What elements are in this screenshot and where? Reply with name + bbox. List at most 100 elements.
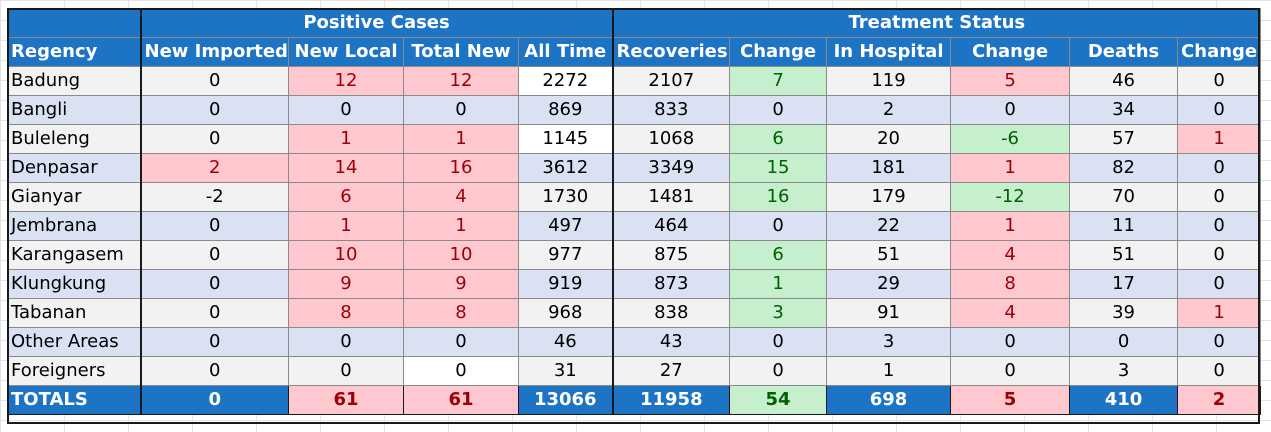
cell-new-local: 0 xyxy=(288,95,404,125)
total-all-time: 13066 xyxy=(517,385,614,415)
total-deaths-change: 2 xyxy=(1177,385,1262,415)
cell-deaths-change: 0 xyxy=(1177,240,1262,270)
cell-new-imported: 0 xyxy=(140,211,289,241)
cell-new-imported: -2 xyxy=(140,182,289,212)
cell-hospital-change: 0 xyxy=(950,327,1071,357)
cell-new-local: 10 xyxy=(288,240,404,270)
cell-total-new: 4 xyxy=(403,182,519,212)
col-header-hospital-change: Change xyxy=(950,37,1071,67)
total-hospital-change: 5 xyxy=(950,385,1071,415)
cell-total-new: 1 xyxy=(403,211,519,241)
cell-new-local: 1 xyxy=(288,124,404,154)
table-row: Bangli 0 0 0 869 833 0 2 0 34 0 xyxy=(7,95,1262,125)
cell-hospital-change: 0 xyxy=(950,356,1071,386)
cell-deaths: 57 xyxy=(1069,124,1179,154)
cell-deaths-change: 0 xyxy=(1177,269,1262,299)
cell-all-time: 497 xyxy=(517,211,614,241)
region-name: Tabanan xyxy=(7,298,142,328)
cell-total-new: 12 xyxy=(403,66,519,96)
cell-recoveries-change: 6 xyxy=(729,240,828,270)
cell-deaths: 3 xyxy=(1069,356,1179,386)
cell-new-local: 9 xyxy=(288,269,404,299)
total-new-local: 61 xyxy=(288,385,404,415)
table-row: Klungkung 0 9 9 919 873 1 29 8 17 0 xyxy=(7,269,1262,299)
cell-all-time: 3612 xyxy=(517,153,614,183)
cell-recoveries: 43 xyxy=(612,327,731,357)
cell-hospital-change: -12 xyxy=(950,182,1071,212)
cell-recoveries-change: 0 xyxy=(729,211,828,241)
cell-recoveries: 2107 xyxy=(612,66,731,96)
cell-deaths: 39 xyxy=(1069,298,1179,328)
cell-new-imported: 0 xyxy=(140,66,289,96)
total-recoveries: 11958 xyxy=(612,385,731,415)
cell-deaths-change: 0 xyxy=(1177,182,1262,212)
cell-recoveries: 875 xyxy=(612,240,731,270)
table-row: Buleleng 0 1 1 1145 1068 6 20 -6 57 1 xyxy=(7,124,1262,154)
total-in-hospital: 698 xyxy=(826,385,952,415)
cell-recoveries-change: 16 xyxy=(729,182,828,212)
cell-in-hospital: 179 xyxy=(826,182,952,212)
cell-total-new: 0 xyxy=(403,327,519,357)
cell-new-imported: 0 xyxy=(140,95,289,125)
cell-total-new: 9 xyxy=(403,269,519,299)
col-header-new-local: New Local xyxy=(288,37,404,67)
cell-new-local: 8 xyxy=(288,298,404,328)
cell-deaths: 11 xyxy=(1069,211,1179,241)
cell-deaths-change: 1 xyxy=(1177,298,1262,328)
cell-deaths-change: 0 xyxy=(1177,95,1262,125)
totals-row: TOTALS 0 61 61 13066 11958 54 698 5 410 … xyxy=(7,385,1262,415)
table-row: Jembrana 0 1 1 497 464 0 22 1 11 0 xyxy=(7,211,1262,241)
table-row: Gianyar -2 6 4 1730 1481 16 179 -12 70 0 xyxy=(7,182,1262,212)
cell-in-hospital: 2 xyxy=(826,95,952,125)
cell-all-time: 919 xyxy=(517,269,614,299)
cell-in-hospital: 22 xyxy=(826,211,952,241)
cell-new-imported: 0 xyxy=(140,327,289,357)
cell-new-imported: 0 xyxy=(140,298,289,328)
col-header-recoveries: Recoveries xyxy=(612,37,731,67)
table-row: Badung 0 12 12 2272 2107 7 119 5 46 0 xyxy=(7,66,1262,96)
cell-all-time: 46 xyxy=(517,327,614,357)
group-header-row: Positive Cases Treatment Status xyxy=(7,8,1262,38)
col-header-deaths-change: Change xyxy=(1177,37,1262,67)
cell-recoveries: 873 xyxy=(612,269,731,299)
cell-deaths-change: 0 xyxy=(1177,356,1262,386)
cell-all-time: 977 xyxy=(517,240,614,270)
col-header-recoveries-change: Change xyxy=(729,37,828,67)
cell-hospital-change: 5 xyxy=(950,66,1071,96)
cell-new-local: 0 xyxy=(288,327,404,357)
cell-all-time: 869 xyxy=(517,95,614,125)
table-row: Tabanan 0 8 8 968 838 3 91 4 39 1 xyxy=(7,298,1262,328)
region-name: Jembrana xyxy=(7,211,142,241)
cell-new-local: 12 xyxy=(288,66,404,96)
cell-new-local: 6 xyxy=(288,182,404,212)
cell-deaths-change: 0 xyxy=(1177,327,1262,357)
cell-deaths-change: 0 xyxy=(1177,153,1262,183)
region-name: Other Areas xyxy=(7,327,142,357)
cell-new-imported: 0 xyxy=(140,240,289,270)
column-header-row: Regency New Imported New Local Total New… xyxy=(7,37,1262,67)
cell-in-hospital: 20 xyxy=(826,124,952,154)
region-name: Klungkung xyxy=(7,269,142,299)
cell-deaths: 82 xyxy=(1069,153,1179,183)
cell-deaths-change: 1 xyxy=(1177,124,1262,154)
total-recoveries-change: 54 xyxy=(729,385,828,415)
cell-deaths: 51 xyxy=(1069,240,1179,270)
cell-in-hospital: 51 xyxy=(826,240,952,270)
cell-deaths: 0 xyxy=(1069,327,1179,357)
covid-cases-table: Positive Cases Treatment Status Regency … xyxy=(7,8,1262,415)
region-name: Buleleng xyxy=(7,124,142,154)
col-header-deaths: Deaths xyxy=(1069,37,1179,67)
col-header-new-imported: New Imported xyxy=(140,37,289,67)
cell-in-hospital: 119 xyxy=(826,66,952,96)
cell-deaths: 46 xyxy=(1069,66,1179,96)
cell-recoveries-change: 15 xyxy=(729,153,828,183)
table-row: Denpasar 2 14 16 3612 3349 15 181 1 82 0 xyxy=(7,153,1262,183)
col-header-in-hospital: In Hospital xyxy=(826,37,952,67)
cell-recoveries: 27 xyxy=(612,356,731,386)
cell-new-imported: 0 xyxy=(140,124,289,154)
total-new-imported: 0 xyxy=(140,385,289,415)
cell-deaths-change: 0 xyxy=(1177,66,1262,96)
col-header-regency: Regency xyxy=(7,37,142,67)
cell-new-local: 14 xyxy=(288,153,404,183)
region-name: Badung xyxy=(7,66,142,96)
